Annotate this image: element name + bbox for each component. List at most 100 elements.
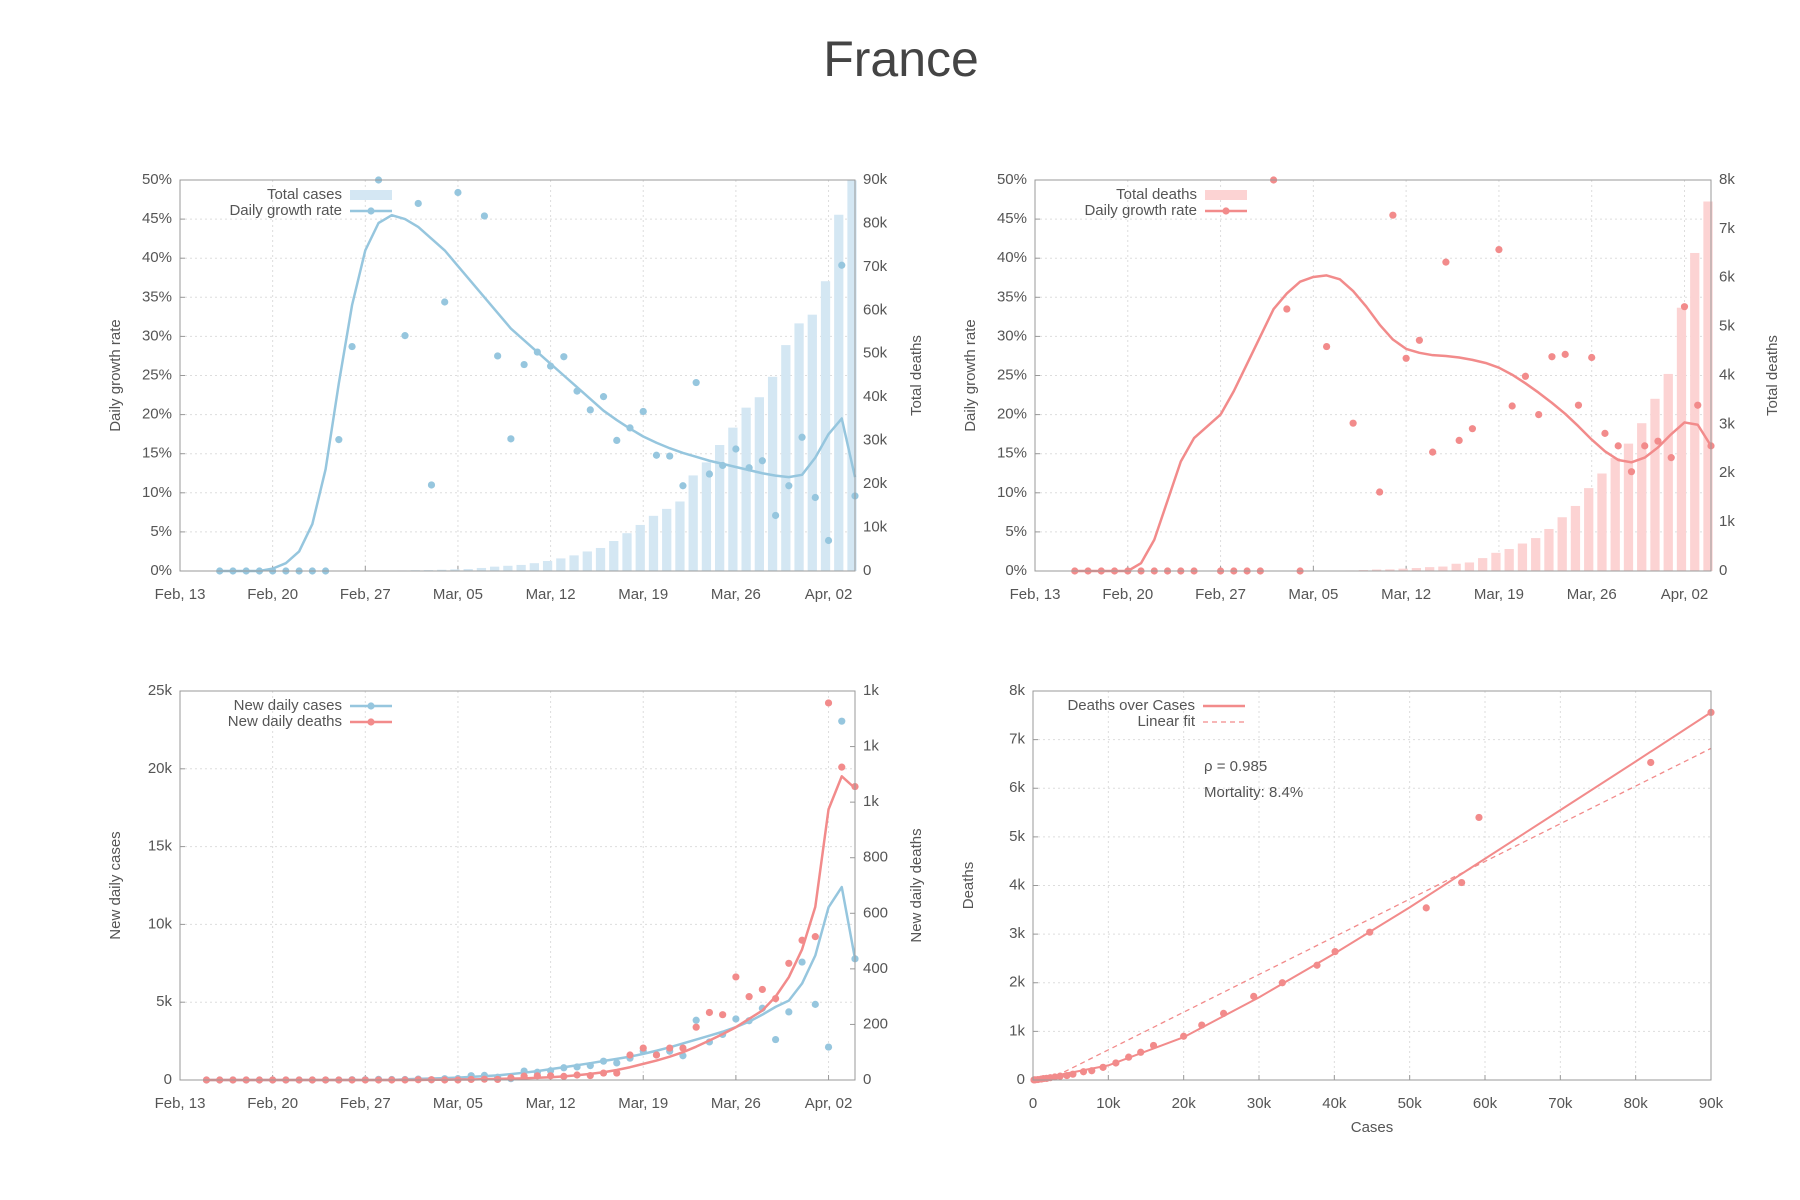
bar (516, 564, 526, 571)
data-point (1475, 813, 1483, 822)
data-point (1180, 1032, 1188, 1040)
y2-tick-label: 7k (1719, 220, 1735, 237)
y2-tick-label: 6k (1719, 269, 1735, 286)
bar (1385, 569, 1395, 571)
bar (437, 569, 447, 571)
data-point (1694, 401, 1702, 409)
y-tick-label: 10% (142, 484, 172, 501)
bar (1610, 457, 1620, 571)
data-point (573, 387, 581, 395)
data-point (1422, 904, 1430, 912)
bar (1544, 528, 1554, 571)
legend-marker (1222, 207, 1230, 215)
x-tick-label: 10k (1096, 1095, 1121, 1112)
y-tick-label: 20k (148, 760, 173, 777)
data-point (652, 1051, 661, 1059)
data-point (1535, 411, 1543, 419)
bar (754, 397, 764, 571)
data-point (1112, 1059, 1120, 1067)
bar (834, 214, 844, 571)
x-tick-label: Mar, 05 (433, 586, 483, 603)
data-point (1313, 961, 1321, 969)
y-tick-label: 30% (997, 327, 1027, 344)
x-tick-label: Mar, 05 (1288, 586, 1338, 603)
data-point (679, 1044, 687, 1052)
data-point (533, 348, 541, 356)
y2-tick-label: 3k (1719, 415, 1735, 432)
data-point (1069, 1070, 1077, 1078)
data-point (679, 482, 687, 490)
legend-label: Total deaths (1116, 186, 1197, 203)
x-tick-label: Apr, 02 (1661, 586, 1709, 603)
data-point (798, 958, 806, 966)
data-point (546, 362, 555, 370)
y2-tick-label: 0 (863, 1071, 871, 1088)
y-axis-label: New daily cases (107, 831, 124, 939)
bar (1623, 443, 1634, 571)
x-tick-label: Feb, 20 (247, 586, 298, 603)
bar (688, 475, 698, 571)
data-point (1455, 436, 1463, 445)
data-point (1250, 992, 1258, 1000)
data-point (427, 481, 436, 489)
y-tick-label: 50% (997, 171, 1027, 188)
x-tick-label: 0 (1029, 1095, 1037, 1112)
y-tick-label: 2k (1009, 974, 1025, 991)
linear-fit (1047, 747, 1712, 1081)
data-point (1601, 429, 1609, 437)
x-tick-label: Feb, 27 (340, 586, 391, 603)
data-point (666, 452, 674, 460)
bar (820, 281, 831, 571)
data-point (573, 1071, 581, 1079)
data-point (692, 1023, 700, 1031)
data-point (1588, 353, 1596, 362)
data-point (1561, 350, 1569, 358)
x-tick-label: Mar, 26 (711, 1095, 761, 1112)
data-point (520, 1067, 528, 1075)
x-tick-label: 60k (1473, 1095, 1498, 1112)
y-tick-label: 40% (142, 249, 172, 266)
bar (529, 563, 539, 571)
data-point (1521, 372, 1530, 380)
x-tick-label: Apr, 02 (805, 1095, 853, 1112)
x-tick-label: 70k (1548, 1095, 1573, 1112)
data-point (824, 536, 833, 545)
data-point (652, 451, 661, 459)
bar (542, 561, 553, 571)
data-point (758, 457, 766, 465)
y2-tick-label: 400 (863, 960, 888, 977)
data-point (1278, 979, 1286, 987)
data-point (745, 464, 753, 472)
data-point (586, 1062, 594, 1070)
data-point (401, 332, 409, 340)
y2-tick-label: 70k (863, 258, 888, 275)
legend-swatch (350, 190, 392, 200)
bar (1676, 307, 1687, 571)
y2-tick-label: 8k (1719, 171, 1735, 188)
y2-tick-label: 20k (863, 475, 888, 492)
data-point (838, 763, 846, 771)
y2-tick-label: 1k (863, 682, 879, 699)
y-axis-label: Deaths (960, 862, 977, 910)
bar (728, 427, 738, 571)
y2-axis-label: Total deaths (1764, 335, 1781, 416)
x-tick-label: 50k (1398, 1095, 1423, 1112)
plot-frame (1032, 690, 1712, 1081)
y-tick-label: 30% (142, 327, 172, 344)
bar (1491, 552, 1501, 571)
annotation: Mortality: 8.4% (1204, 784, 1303, 801)
data-point (560, 1072, 568, 1080)
data-point (732, 445, 740, 453)
data-point (1495, 245, 1503, 254)
data-point (1680, 303, 1689, 311)
x-tick-label: Mar, 12 (526, 1095, 576, 1112)
data-point (599, 1057, 608, 1065)
data-point (1376, 488, 1384, 496)
x-tick-label: 40k (1322, 1095, 1347, 1112)
data-point (480, 1075, 489, 1083)
data-point (785, 482, 793, 490)
data-point (467, 1075, 475, 1084)
legend-label: Deaths over Cases (1067, 697, 1195, 714)
y-tick-label: 6k (1009, 779, 1025, 796)
x-tick-label: Feb, 27 (1195, 586, 1246, 603)
